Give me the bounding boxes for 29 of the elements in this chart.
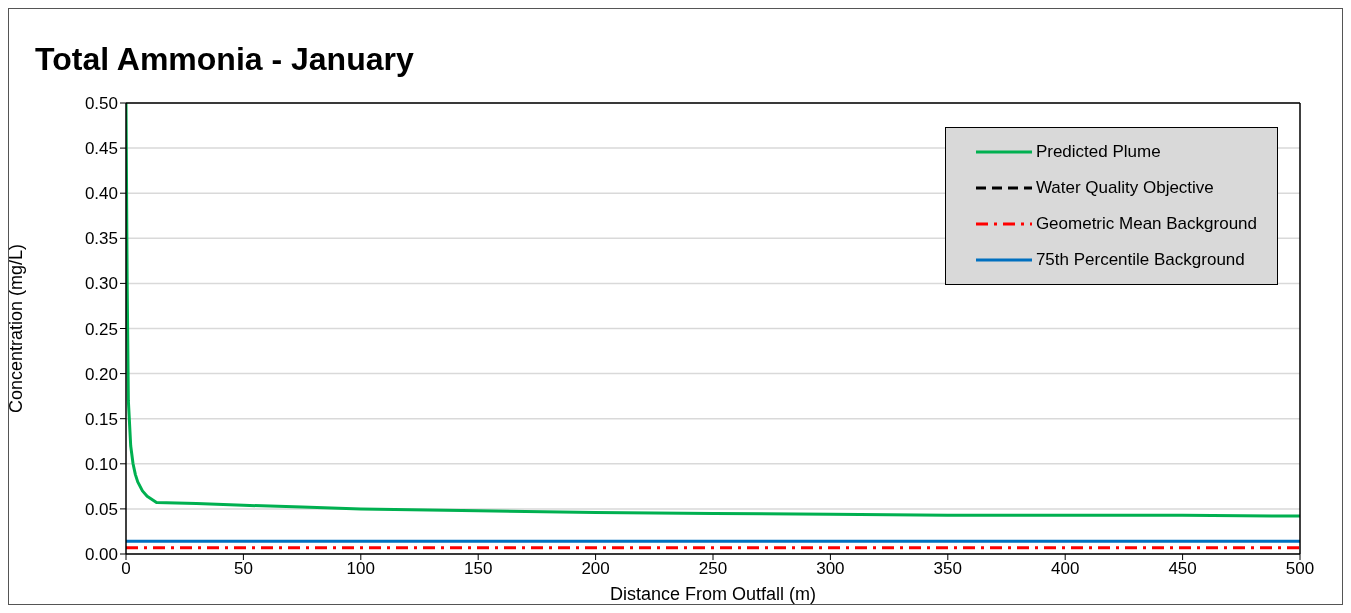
x-tick-label: 200 (581, 559, 610, 579)
y-axis-title: Concentration (mg/L) (6, 243, 27, 414)
y-tick-label: 0.50 (84, 94, 118, 114)
x-tick-label: 250 (698, 559, 728, 579)
y-tick-label: 0.15 (84, 409, 118, 429)
y-tick-label: 0.40 (84, 184, 118, 204)
y-tick-label: 0.30 (84, 274, 118, 294)
legend-label: 75th Percentile Background (1035, 250, 1245, 270)
y-tick-label: 0.35 (84, 229, 118, 249)
x-tick-label: 450 (1168, 559, 1197, 579)
x-tick-label: 150 (464, 559, 493, 579)
y-tick-label: 0.25 (84, 319, 118, 339)
x-axis-title: Distance From Outfall (m) (609, 584, 817, 604)
legend-label: Water Quality Objective (1035, 178, 1214, 198)
x-tick-label: 500 (1285, 559, 1315, 579)
y-tick-label: 0.45 (84, 139, 118, 159)
x-tick-label: 50 (233, 559, 253, 579)
chart-title: Total Ammonia - January (35, 41, 414, 78)
y-tick-label: 0.20 (84, 364, 118, 384)
x-tick-label: 300 (816, 559, 845, 579)
y-tick-label: 0.00 (84, 545, 118, 565)
legend-label: Predicted Plume (1035, 142, 1161, 162)
y-tick-label: 0.05 (84, 499, 118, 519)
y-tick-label: 0.10 (84, 454, 118, 474)
x-tick-label: 400 (1051, 559, 1080, 579)
x-tick-label: 100 (346, 559, 375, 579)
legend-label: Geometric Mean Background (1035, 214, 1257, 234)
x-tick-label: 0 (121, 559, 131, 579)
x-tick-label: 350 (933, 559, 962, 579)
